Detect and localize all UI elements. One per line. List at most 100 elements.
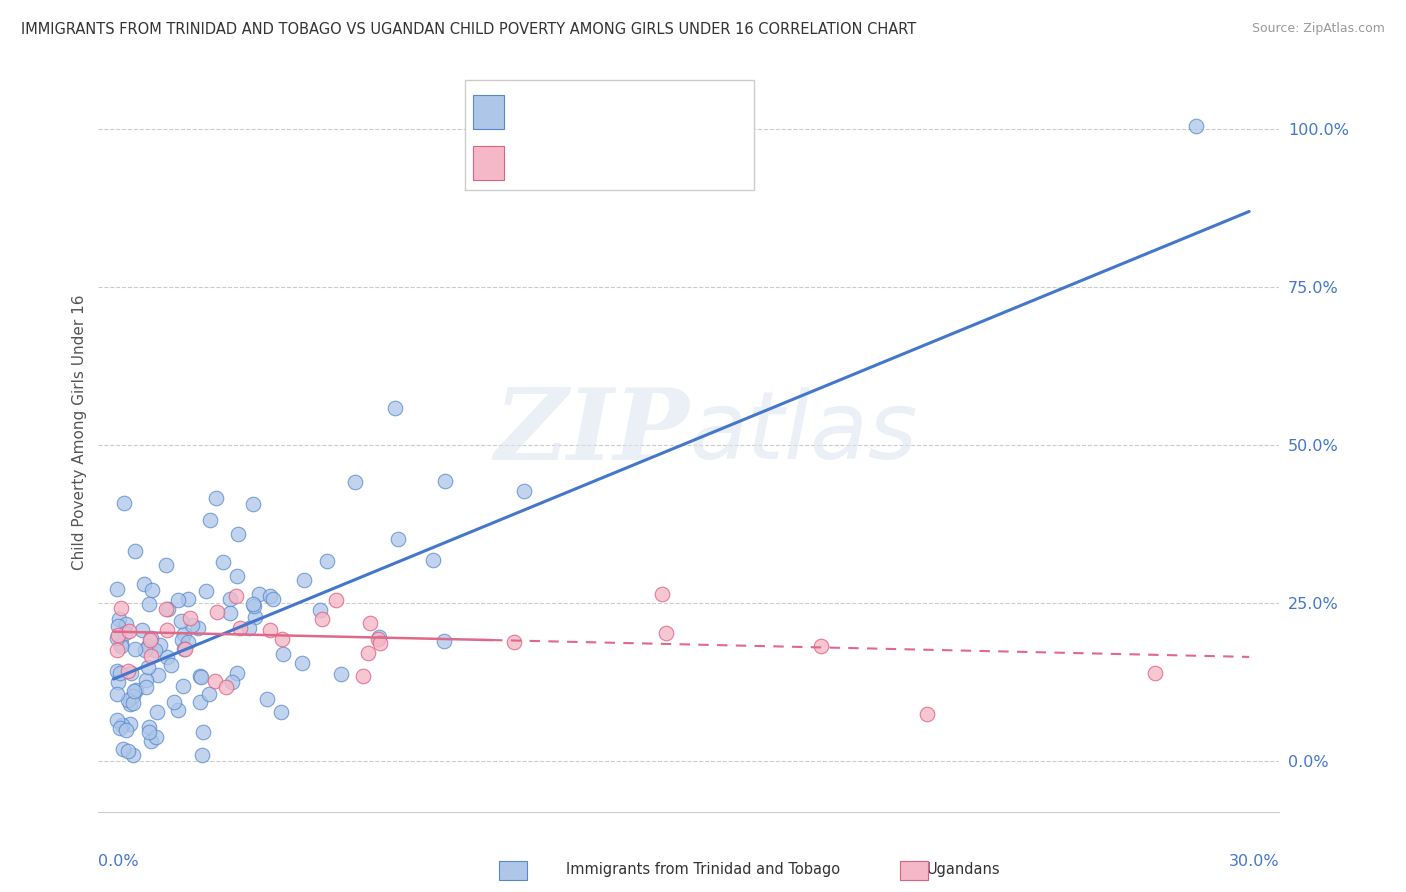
Point — [271, 632, 294, 647]
Point — [135, 673, 157, 688]
Point — [1185, 119, 1208, 133]
Point — [155, 602, 177, 616]
Point — [387, 532, 409, 546]
Point — [107, 627, 129, 641]
Point — [292, 573, 315, 587]
Point — [173, 642, 195, 657]
Point — [146, 667, 169, 681]
Text: R = 0.570   N = 105: R = 0.570 N = 105 — [531, 102, 700, 120]
Point — [117, 664, 139, 678]
Point — [114, 625, 136, 640]
Point — [917, 706, 939, 721]
Point — [124, 641, 146, 656]
Point — [238, 621, 260, 635]
Point — [105, 631, 128, 645]
Text: atlas: atlas — [689, 387, 917, 478]
Point — [309, 602, 332, 616]
Point — [194, 584, 217, 599]
Text: 0.0%: 0.0% — [98, 854, 139, 869]
Point — [122, 684, 145, 698]
Point — [242, 497, 264, 511]
Point — [226, 666, 249, 681]
Point — [136, 660, 159, 674]
Point — [433, 634, 456, 648]
Point — [163, 695, 186, 709]
Point — [108, 722, 131, 736]
Point — [176, 592, 198, 607]
Point — [1143, 665, 1166, 680]
Point — [167, 593, 190, 607]
Point — [810, 640, 832, 654]
Point — [160, 658, 183, 673]
Point — [259, 589, 281, 603]
Point — [110, 636, 132, 650]
Point — [118, 716, 141, 731]
Point — [114, 723, 136, 738]
Point — [105, 665, 128, 679]
Point — [124, 544, 146, 558]
Point — [115, 617, 138, 632]
Point — [141, 583, 163, 598]
Point — [367, 632, 389, 647]
Point — [315, 554, 337, 568]
Point — [191, 747, 214, 762]
Point — [353, 669, 375, 683]
Point — [105, 714, 128, 728]
Text: Immigrants from Trinidad and Tobago: Immigrants from Trinidad and Tobago — [567, 863, 839, 877]
Point — [221, 674, 243, 689]
Text: Source: ZipAtlas.com: Source: ZipAtlas.com — [1251, 22, 1385, 36]
Point — [105, 687, 128, 701]
Point — [343, 475, 366, 489]
Point — [170, 632, 193, 647]
Point — [156, 624, 179, 638]
Point — [105, 582, 128, 596]
Point — [311, 612, 333, 626]
Point — [422, 553, 444, 567]
Point — [384, 401, 406, 415]
Point — [139, 734, 162, 748]
Point — [105, 643, 128, 657]
Point — [139, 631, 162, 645]
Point — [125, 683, 148, 698]
Point — [270, 705, 292, 719]
Point — [211, 555, 233, 569]
Point — [187, 621, 209, 635]
Point — [138, 720, 160, 734]
Point — [226, 569, 249, 583]
Point — [204, 673, 226, 688]
Point — [170, 614, 193, 628]
Point — [512, 484, 534, 499]
Point — [111, 718, 134, 732]
Point — [108, 665, 131, 680]
Point — [167, 703, 190, 717]
Point — [177, 635, 200, 649]
Y-axis label: Child Poverty Among Girls Under 16: Child Poverty Among Girls Under 16 — [72, 295, 87, 570]
Point — [291, 656, 314, 670]
Point — [190, 670, 212, 684]
Point — [247, 586, 270, 600]
Point — [368, 636, 391, 650]
Point — [135, 680, 157, 694]
Point — [122, 696, 145, 710]
Point — [107, 674, 129, 689]
Point — [149, 639, 172, 653]
Point — [225, 590, 247, 604]
Point — [174, 642, 197, 657]
Point — [434, 475, 457, 489]
Text: R = -0.114   N =  31: R = -0.114 N = 31 — [531, 153, 700, 171]
Point — [329, 667, 352, 681]
Point — [359, 615, 381, 630]
Point — [156, 649, 179, 664]
Point — [205, 605, 228, 619]
Point — [357, 647, 380, 661]
Point — [141, 649, 163, 664]
Point — [108, 612, 131, 626]
Point — [110, 600, 132, 615]
Point — [145, 705, 167, 719]
Point — [215, 680, 238, 694]
Point — [172, 679, 194, 693]
Point — [259, 624, 281, 638]
Point — [368, 630, 391, 644]
Point — [271, 647, 294, 661]
Point — [242, 597, 264, 611]
